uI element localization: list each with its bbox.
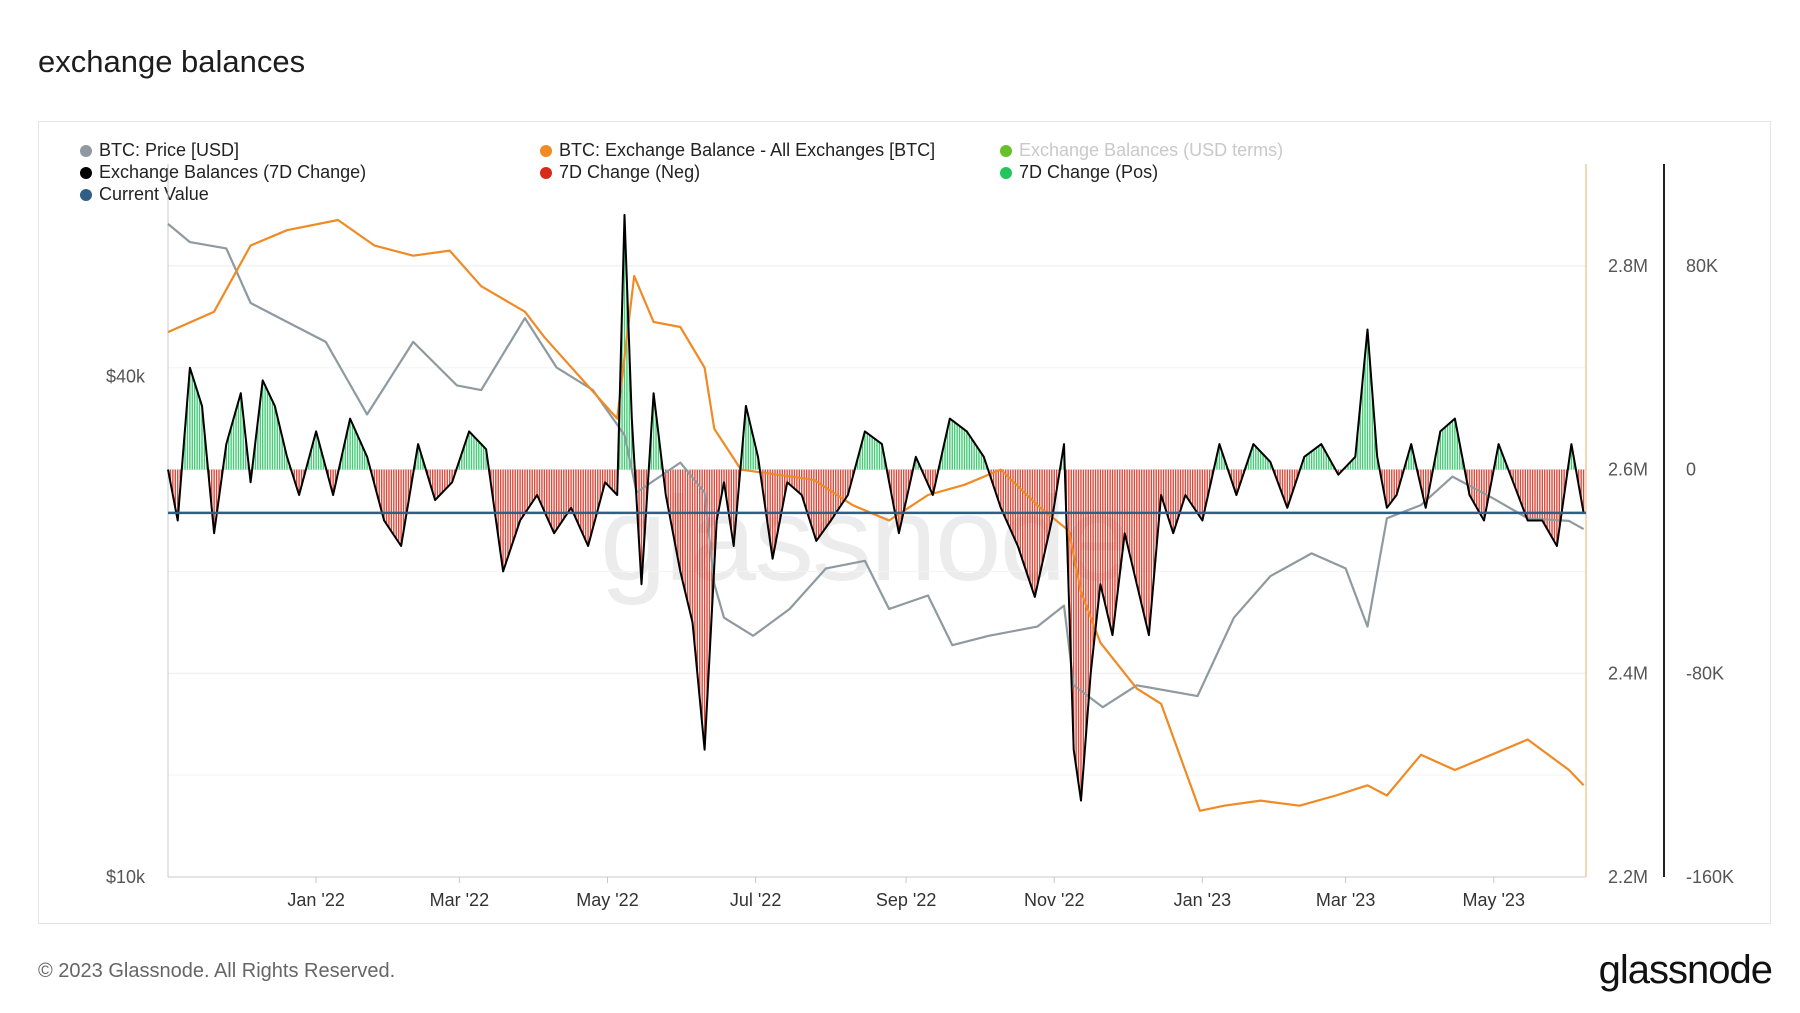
legend-item[interactable]: BTC: Price [USD] <box>80 140 239 161</box>
x-tick-label: May '23 <box>1462 890 1524 910</box>
legend-dot-icon <box>540 166 552 179</box>
right-tick-label: 0 <box>1686 460 1696 480</box>
mid-tick-label: 2.4M <box>1608 663 1648 683</box>
legend-label: BTC: Price [USD] <box>99 140 240 160</box>
right-tick-label: -160K <box>1686 867 1734 887</box>
legend-item[interactable]: 7D Change (Pos) <box>1000 162 1158 183</box>
left-tick-label: $10k <box>106 867 146 887</box>
legend-label: 7D Change (Neg) <box>559 162 701 182</box>
legend-label: BTC: Exchange Balance - All Exchanges [B… <box>559 140 936 160</box>
change-7d-line <box>167 213 1585 802</box>
legend-label: 7D Change (Pos) <box>1019 162 1159 182</box>
legend-dot-icon <box>80 188 92 201</box>
legend-dot-icon <box>80 144 92 157</box>
x-tick-label: Jul '22 <box>730 890 781 910</box>
legend-dot-icon <box>80 166 92 179</box>
x-tick-label: May '22 <box>576 890 638 910</box>
legend-label: Exchange Balances (7D Change) <box>99 162 367 182</box>
copyright-notice: © 2023 Glassnode. All Rights Reserved. <box>38 960 396 982</box>
right-tick-label: -80K <box>1686 663 1724 683</box>
x-tick-label: Jan '22 <box>287 890 344 910</box>
mid-tick-label: 2.6M <box>1608 460 1648 480</box>
right-tick-label: 80K <box>1686 256 1718 276</box>
mid-tick-label: 2.8M <box>1608 256 1648 276</box>
mid-tick-label: 2.2M <box>1608 867 1648 887</box>
x-tick-label: Mar '22 <box>430 890 489 910</box>
legend-dot-icon <box>1000 166 1012 179</box>
legend-dot-icon <box>1000 144 1012 157</box>
exchange-balance-line <box>167 218 1585 812</box>
legend-item[interactable]: Exchange Balances (USD terms) <box>1000 140 1283 161</box>
x-tick-label: Mar '23 <box>1316 890 1375 910</box>
page-title: exchange balances <box>38 44 306 79</box>
legend-item[interactable]: Current Value <box>80 184 209 205</box>
left-tick-label: $40k <box>106 366 146 386</box>
x-tick-label: Jan '23 <box>1174 890 1231 910</box>
legend-item[interactable]: 7D Change (Neg) <box>540 162 700 183</box>
price-line <box>167 223 1585 709</box>
legend-item[interactable]: BTC: Exchange Balance - All Exchanges [B… <box>540 140 935 161</box>
chart-frame <box>38 121 1771 924</box>
legend-dot-icon <box>540 144 552 157</box>
legend-label: Current Value <box>99 184 209 204</box>
glassnode-logo: glassnode <box>1598 948 1773 992</box>
x-tick-label: Sep '22 <box>876 890 937 910</box>
legend-label: Exchange Balances (USD terms) <box>1019 140 1284 160</box>
x-tick-label: Nov '22 <box>1024 890 1084 910</box>
legend-item[interactable]: Exchange Balances (7D Change) <box>80 162 366 183</box>
